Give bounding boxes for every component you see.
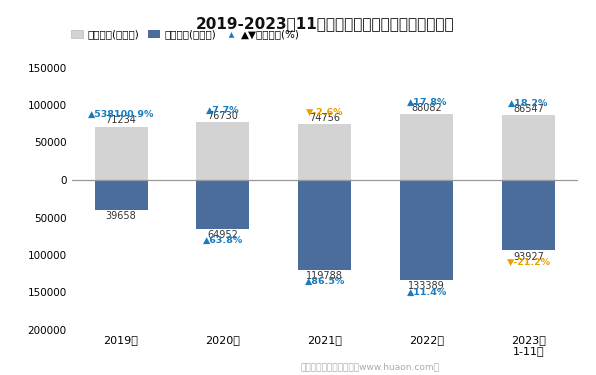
Title: 2019-2023年11月重庆江津综合保税区进、出口额: 2019-2023年11月重庆江津综合保税区进、出口额 xyxy=(195,16,454,32)
Bar xyxy=(95,180,148,210)
Bar xyxy=(401,114,453,180)
Text: 制图：华经产业研究院（www.huaon.com）: 制图：华经产业研究院（www.huaon.com） xyxy=(300,362,439,371)
Bar xyxy=(197,123,249,180)
Text: ▲63.8%: ▲63.8% xyxy=(203,236,243,245)
Text: 133389: 133389 xyxy=(408,281,445,291)
Bar xyxy=(299,180,351,270)
Text: ▼-21.2%: ▼-21.2% xyxy=(507,258,551,267)
Bar xyxy=(502,180,555,250)
Text: 39658: 39658 xyxy=(105,211,136,221)
Text: 71234: 71234 xyxy=(105,116,136,126)
Text: ▲538100.9%: ▲538100.9% xyxy=(88,110,154,119)
Bar xyxy=(197,180,249,229)
Text: ▲17.8%: ▲17.8% xyxy=(406,98,447,106)
Text: 64952: 64952 xyxy=(207,230,238,240)
Legend: 出口总额(万美元), 进口总额(万美元), ▲▼同比增速(%): 出口总额(万美元), 进口总额(万美元), ▲▼同比增速(%) xyxy=(67,26,304,44)
Text: ▲7.7%: ▲7.7% xyxy=(206,106,240,115)
Text: 93927: 93927 xyxy=(513,252,544,262)
Text: 88082: 88082 xyxy=(411,103,442,113)
Text: ▲11.4%: ▲11.4% xyxy=(406,288,447,297)
Bar xyxy=(299,124,351,180)
Text: ▲18.2%: ▲18.2% xyxy=(508,99,549,108)
Text: 86547: 86547 xyxy=(513,104,544,114)
Text: 119788: 119788 xyxy=(306,271,343,281)
Bar xyxy=(401,180,453,280)
Text: 76730: 76730 xyxy=(207,111,238,122)
Text: ▲86.5%: ▲86.5% xyxy=(305,278,345,286)
Text: 74756: 74756 xyxy=(309,113,340,123)
Bar xyxy=(95,127,148,180)
Bar xyxy=(502,115,555,180)
Text: ▼-2.6%: ▼-2.6% xyxy=(306,107,343,116)
